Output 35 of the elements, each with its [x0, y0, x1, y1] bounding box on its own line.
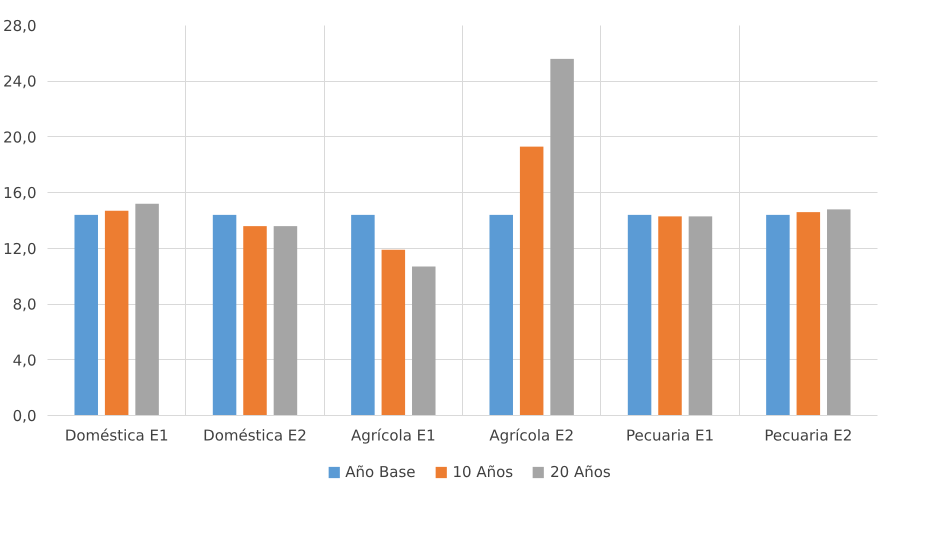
y-tick-label: 12,0 — [3, 240, 37, 258]
x-tick-label: Doméstica E2 — [203, 426, 307, 444]
bar — [274, 226, 298, 416]
y-tick-label: 8,0 — [12, 296, 37, 314]
x-tick-label: Agrícola E2 — [489, 426, 574, 444]
bar — [658, 216, 682, 416]
x-tick-label: Pecuaria E1 — [626, 426, 714, 444]
bar — [382, 250, 406, 416]
x-tick-label: Pecuaria E2 — [764, 426, 852, 444]
bar — [766, 214, 790, 416]
bar — [212, 214, 236, 416]
bar — [827, 209, 851, 416]
bar — [74, 214, 98, 416]
y-tick-label: 16,0 — [3, 184, 37, 202]
bar — [628, 214, 652, 416]
bar — [412, 266, 436, 416]
y-tick-label: 0,0 — [12, 407, 37, 425]
legend-label: Año Base — [345, 463, 416, 481]
x-tick-label: Agrícola E1 — [350, 426, 436, 444]
bar — [351, 214, 375, 416]
bar — [135, 204, 159, 416]
y-tick-label: 28,0 — [3, 17, 37, 35]
y-tick-label: 20,0 — [3, 128, 37, 146]
legend-label: 10 Años — [452, 463, 514, 481]
bar — [243, 226, 267, 416]
bar — [489, 214, 513, 416]
bar — [104, 210, 128, 416]
bar — [520, 146, 544, 416]
y-tick-label: 4,0 — [12, 351, 37, 370]
legend-label: 20 Años — [550, 463, 611, 481]
bar — [550, 58, 574, 416]
y-tick-label: 24,0 — [3, 72, 37, 91]
x-tick-label: Doméstica E1 — [64, 426, 169, 444]
bar — [796, 212, 820, 416]
bar — [688, 216, 712, 416]
